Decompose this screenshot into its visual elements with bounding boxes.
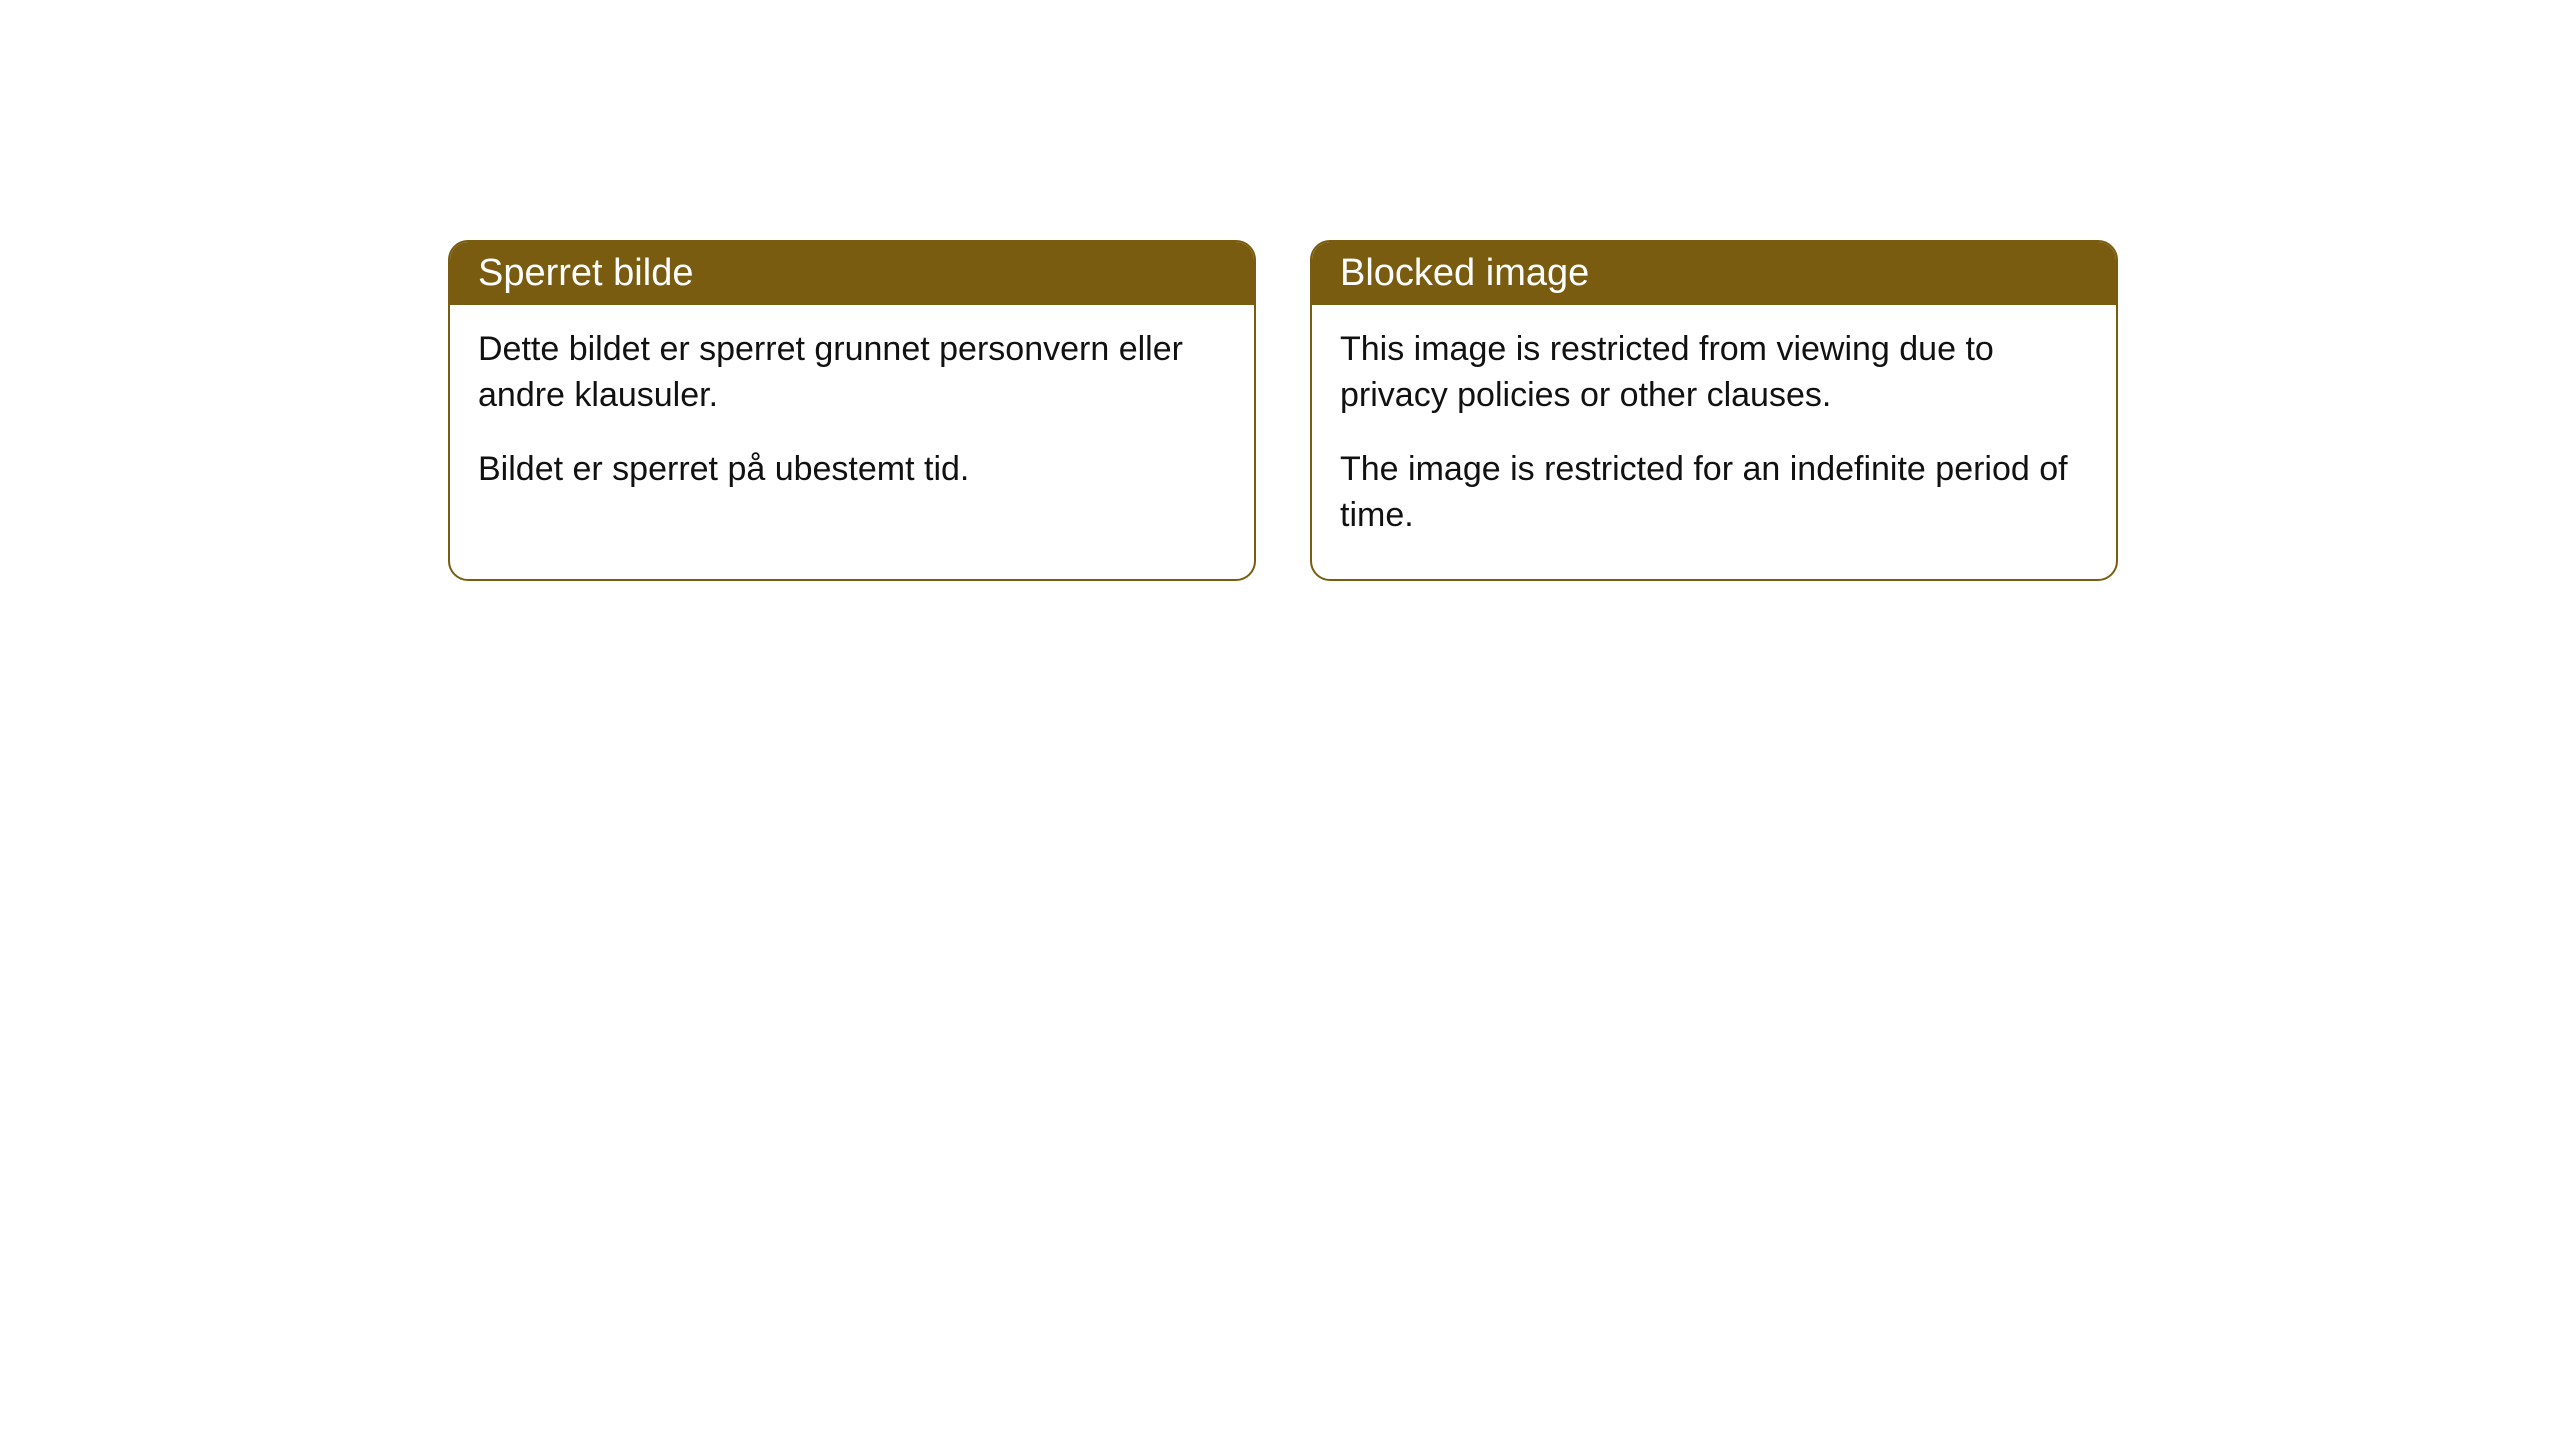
card-title: Blocked image <box>1340 252 1589 294</box>
cards-container: Sperret bilde Dette bildet er sperret gr… <box>448 240 2118 581</box>
blocked-image-card-english: Blocked image This image is restricted f… <box>1310 240 2118 581</box>
card-body: Dette bildet er sperret grunnet personve… <box>450 305 1254 533</box>
blocked-image-card-norwegian: Sperret bilde Dette bildet er sperret gr… <box>448 240 1256 581</box>
card-body: This image is restricted from viewing du… <box>1312 305 2116 579</box>
card-paragraph: Bildet er sperret på ubestemt tid. <box>478 447 1226 493</box>
card-paragraph: Dette bildet er sperret grunnet personve… <box>478 327 1226 419</box>
card-header: Sperret bilde <box>450 242 1254 305</box>
card-title: Sperret bilde <box>478 252 693 294</box>
card-paragraph: This image is restricted from viewing du… <box>1340 327 2088 419</box>
card-header: Blocked image <box>1312 242 2116 305</box>
card-paragraph: The image is restricted for an indefinit… <box>1340 447 2088 539</box>
